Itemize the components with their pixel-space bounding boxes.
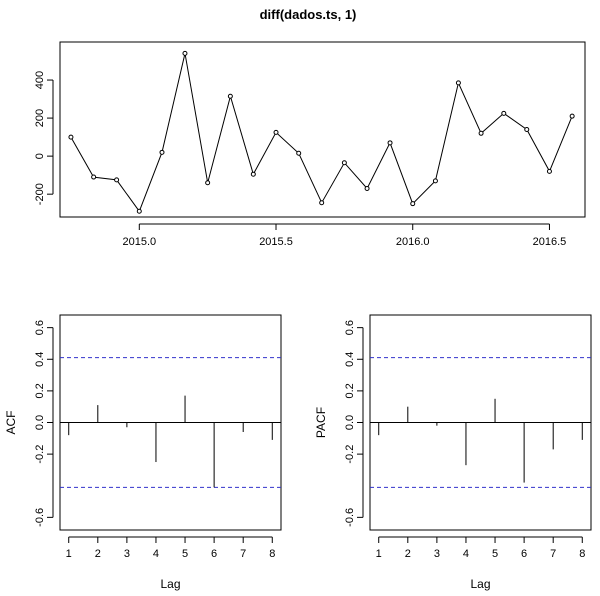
x-axis-label: Lag xyxy=(470,577,490,591)
y-tick-label: 0.2 xyxy=(344,383,356,398)
y-tick-label: 0.6 xyxy=(34,320,46,335)
y-tick-label: 0.6 xyxy=(344,320,356,335)
pacf-plot: 1 2 3 4 5 6 7 8 Lag -0.6 -0.2 0.0 0.2 0.4 0.6 PACF xyxy=(314,314,592,591)
x-tick-label: 1 xyxy=(376,548,382,560)
y-tick-label: 0.4 xyxy=(344,352,356,367)
data-point xyxy=(341,160,347,166)
chart-title: diff(dados.ts, 1) xyxy=(260,7,357,22)
y-tick-label: 0.0 xyxy=(344,415,356,430)
data-point xyxy=(136,208,142,214)
x-tick-label: 2016.0 xyxy=(396,236,430,248)
data-point xyxy=(364,185,370,191)
x-tick-label: 5 xyxy=(182,548,188,560)
x-tick-label: 2015.0 xyxy=(122,236,156,248)
x-tick-label: 4 xyxy=(153,548,159,560)
x-tick-label: 2016.5 xyxy=(533,236,567,248)
data-point xyxy=(569,113,575,119)
data-point xyxy=(501,110,507,116)
data-point xyxy=(546,168,552,174)
y-tick-label: 200 xyxy=(34,109,46,127)
x-tick-label: 6 xyxy=(211,548,217,560)
x-tick-label: 5 xyxy=(492,548,498,560)
y-tick-label: -200 xyxy=(34,183,46,205)
y-tick-label: -0.2 xyxy=(34,445,46,464)
y-tick-label: -0.6 xyxy=(34,508,46,527)
data-point xyxy=(91,174,97,180)
y-tick-label: 0.2 xyxy=(34,383,46,398)
data-point xyxy=(524,127,530,132)
x-tick-label: 6 xyxy=(521,548,527,560)
data-point xyxy=(159,149,165,155)
data-point xyxy=(455,80,461,86)
y-axis-label: ACF xyxy=(4,411,18,435)
data-point xyxy=(410,201,416,207)
data-point xyxy=(319,200,325,206)
data-point xyxy=(432,178,438,184)
series-line xyxy=(70,53,573,213)
x-tick-label: 2 xyxy=(405,548,411,560)
data-point xyxy=(250,171,256,177)
y-tick-label: -0.6 xyxy=(344,508,356,527)
x-tick-label: 7 xyxy=(240,548,246,560)
x-tick-label: 1 xyxy=(66,548,72,560)
acf-plot: 1 2 3 4 5 6 7 8 Lag -0.6 -0.2 0.0 0.2 0.4 0.6 ACF xyxy=(4,314,282,591)
y-tick-label: 400 xyxy=(34,71,46,89)
x-tick-label: 2015.5 xyxy=(259,236,293,248)
y-tick-label: -0.2 xyxy=(344,445,356,464)
y-tick-label: 0.0 xyxy=(34,415,46,430)
x-tick-label: 2 xyxy=(95,548,101,560)
data-point xyxy=(68,134,74,140)
x-tick-label: 7 xyxy=(550,548,556,560)
data-point xyxy=(114,177,120,183)
data-point xyxy=(227,93,233,99)
data-point xyxy=(296,150,302,156)
data-point xyxy=(182,50,188,56)
x-tick-label: 8 xyxy=(269,548,275,560)
x-axis-label: Lag xyxy=(160,577,180,591)
x-tick-label: 3 xyxy=(124,548,130,560)
data-point xyxy=(478,130,484,136)
x-tick-label: 4 xyxy=(463,548,469,560)
data-point xyxy=(205,180,211,186)
data-point xyxy=(387,140,393,146)
y-axis-label: PACF xyxy=(314,407,328,438)
time-series-plot: diff(dados.ts, 1) 2015.0 2015.5 2016.0 2016.… xyxy=(34,7,586,248)
x-tick-label: 8 xyxy=(579,548,585,560)
y-tick-label: 0.4 xyxy=(34,352,46,367)
y-tick-label: 0 xyxy=(34,153,46,159)
x-tick-label: 3 xyxy=(434,548,440,560)
data-point xyxy=(273,129,279,135)
plot-frame xyxy=(59,41,586,218)
